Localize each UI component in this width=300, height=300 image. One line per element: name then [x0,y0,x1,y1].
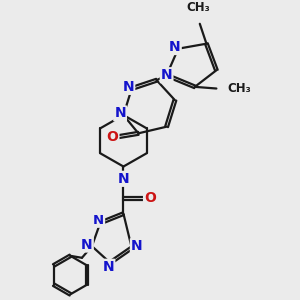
Text: N: N [118,172,129,186]
Text: CH₃: CH₃ [186,2,210,14]
Text: N: N [123,80,134,94]
Text: N: N [131,239,142,253]
Text: O: O [106,130,119,144]
Text: N: N [161,68,172,82]
Text: N: N [93,214,104,227]
Text: N: N [81,238,93,251]
Text: CH₃: CH₃ [227,82,251,95]
Text: N: N [169,40,181,54]
Text: N: N [103,260,114,274]
Text: O: O [144,191,156,205]
Text: N: N [114,106,126,120]
